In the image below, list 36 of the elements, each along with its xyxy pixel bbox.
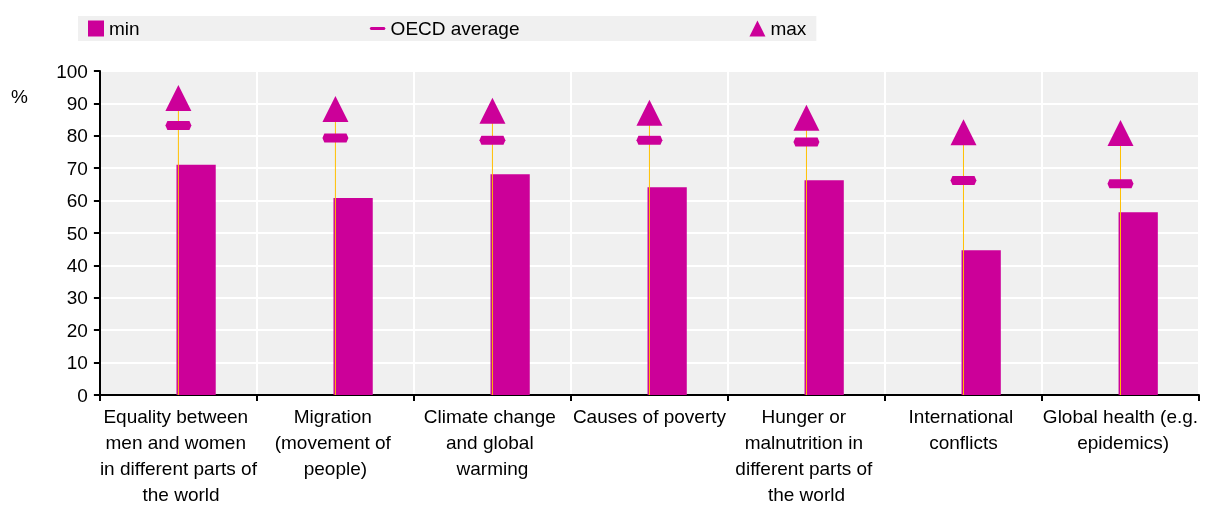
legend-label: min [109,18,140,39]
legend-label: max [770,18,807,39]
y-tick-label: 0 [77,384,88,406]
y-axis-title: % [10,86,28,107]
y-tick-label: 90 [66,92,88,114]
y-tick-label: 40 [66,254,88,276]
y-tick-label: 10 [66,352,88,374]
bar [176,164,216,395]
bar [333,198,373,395]
x-tick-label: Equality between men and women in different parts of the world [99,405,258,505]
x-tick-label: International conflicts [908,405,1019,453]
y-tick-label: 80 [66,125,88,147]
y-tick-label: 100 [56,60,88,82]
x-tick-label: Climate change and global warming [423,405,562,479]
point [322,95,349,122]
bar [490,174,530,395]
bar [1118,212,1158,395]
x-tick-label: Hunger or malnutrition in different parts of the world [735,405,878,505]
y-tick-label: 70 [66,157,88,179]
bar [647,187,687,395]
point [165,84,192,111]
point [479,97,506,124]
x-tick-label: Migration (movement of people) [274,405,397,479]
y-tick-label: 20 [66,319,88,341]
y-tick-label: 60 [66,190,88,212]
x-tick-label: Causes of poverty [572,405,727,427]
y-tick-label: 30 [66,287,88,309]
legend-label: OECD average [390,18,520,39]
x-tick-label: Global health (e.g. epidemics) [1042,405,1199,453]
point [793,104,820,131]
point [950,119,977,146]
point [636,99,663,126]
bar [961,250,1001,395]
point [1107,119,1134,146]
y-tick-label: 50 [66,222,88,244]
bar [804,180,844,395]
